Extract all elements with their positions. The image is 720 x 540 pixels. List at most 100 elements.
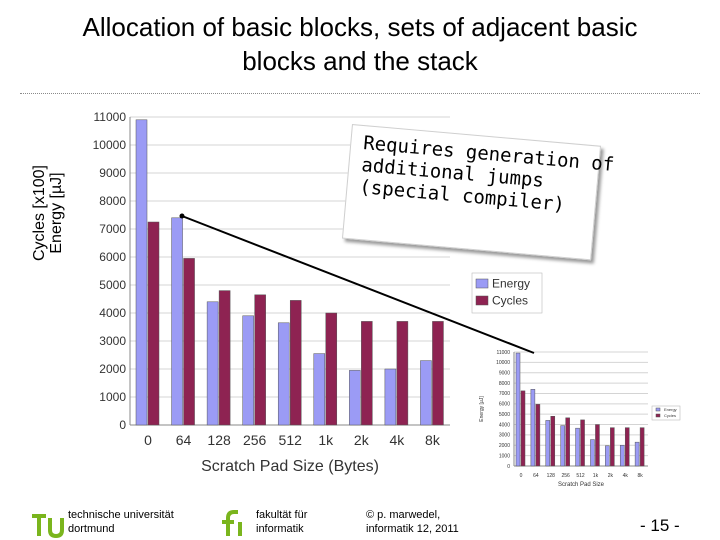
undefined-y-tick-label: 10000 bbox=[93, 138, 127, 152]
undefined-x-tick-label: 4k bbox=[623, 473, 629, 479]
undefined-bar-energy bbox=[545, 420, 551, 467]
undefined-x-tick-label: 1k bbox=[593, 473, 599, 479]
undefined-bar-cycles bbox=[361, 321, 373, 426]
undefined-y-tick-label: 9000 bbox=[99, 166, 126, 180]
undefined-y-tick-label: 5000 bbox=[499, 412, 510, 418]
undefined-bar-cycles bbox=[580, 419, 585, 467]
undefined-y-tick-label: 7000 bbox=[99, 222, 126, 236]
undefined-bar-energy bbox=[384, 368, 397, 426]
footer-copyright-line-2: informatik 12, 2011 bbox=[366, 523, 459, 535]
undefined-bar-energy bbox=[171, 217, 183, 426]
undefined-y-tick-label: 3000 bbox=[499, 433, 510, 439]
undefined-x-tick-label: 128 bbox=[547, 473, 556, 479]
tu-logo-icon bbox=[32, 514, 64, 538]
undefined-x-tick-label: 64 bbox=[533, 473, 539, 479]
undefined-legend-swatch-cycles bbox=[475, 295, 489, 306]
undefined-y-tick-label: 9000 bbox=[499, 370, 510, 376]
undefined-x-tick-label: 256 bbox=[561, 473, 570, 479]
undefined-bar-cycles bbox=[550, 416, 556, 467]
undefined-bar-cycles bbox=[624, 427, 630, 467]
inset-chart: 0 1000 2000 3000 4000 5000 6000 7000 8000 9000 100… bbox=[479, 350, 681, 488]
title-line-2: blocks and the stack bbox=[242, 46, 478, 76]
undefined-y-tick-label: 10000 bbox=[496, 360, 510, 366]
undefined-x-tick-label: 256 bbox=[243, 432, 267, 448]
footer-faculty-line-1: fakultät für bbox=[256, 509, 308, 521]
undefined-y-tick-label: 0 bbox=[507, 464, 510, 470]
undefined-x-tick-label: 2k bbox=[354, 432, 370, 448]
undefined-x-tick-label: 8k bbox=[637, 473, 643, 479]
fi-logo-icon bbox=[222, 510, 242, 536]
undefined-y-tick-label: 8000 bbox=[99, 194, 126, 208]
undefined-x-tick-label: 512 bbox=[279, 432, 303, 448]
undefined-legend-swatch-energy bbox=[655, 407, 661, 412]
undefined-y-tick-label: 11000 bbox=[496, 350, 510, 356]
undefined-bar-cycles bbox=[325, 312, 338, 426]
undefined-x-tick-label: 4k bbox=[389, 432, 405, 448]
undefined-legend-swatch-cycles bbox=[655, 413, 661, 418]
undefined-x-tick-label: 8k bbox=[425, 432, 441, 448]
undefined-y-tick-label: 1000 bbox=[499, 453, 510, 459]
undefined-bar-energy bbox=[206, 301, 219, 426]
undefined-bar-energy bbox=[530, 389, 536, 467]
undefined-bar-energy bbox=[313, 353, 326, 426]
undefined-bar-energy bbox=[420, 360, 432, 426]
undefined-bar-cycles bbox=[183, 258, 195, 426]
footer-university-line-2: dortmund bbox=[68, 523, 115, 535]
undefined-x-tick-label: 128 bbox=[207, 432, 231, 448]
undefined-y-tick-label: 3000 bbox=[99, 334, 126, 348]
footer-copyright: © p. marwedel, informatik 12, 2011 bbox=[366, 508, 459, 536]
callout-note: Requires generation of additional jumps … bbox=[341, 124, 615, 261]
undefined-bar-energy bbox=[135, 119, 148, 426]
undefined-x-tick-label: 2k bbox=[608, 473, 614, 479]
footer-university: technische universität dortmund bbox=[68, 508, 174, 536]
undefined-y-tick-label: 4000 bbox=[499, 422, 510, 428]
undefined-x-tick-label: 0 bbox=[144, 432, 152, 448]
undefined-y-tick-label: 8000 bbox=[499, 381, 510, 387]
undefined-bar-cycles bbox=[565, 417, 570, 467]
undefined-y-tick-label: 0 bbox=[119, 418, 126, 432]
undefined-bar-energy bbox=[605, 445, 610, 467]
undefined-bar-cycles bbox=[639, 427, 645, 467]
undefined-bar-cycles bbox=[289, 300, 302, 426]
undefined-bar-energy bbox=[590, 439, 595, 467]
undefined-y-axis-label: Energy [µJ] bbox=[479, 396, 485, 422]
footer-university-line-1: technische universität bbox=[68, 509, 174, 521]
undefined-bar-energy bbox=[242, 315, 254, 426]
undefined-x-tick-label: 64 bbox=[176, 432, 192, 448]
undefined-y-tick-label: 6000 bbox=[499, 402, 510, 408]
main-chart: 0 1000 2000 3000 4000 5000 6000 7000 8000 9000 100… bbox=[93, 110, 543, 475]
undefined-y-tick-label: 2000 bbox=[99, 362, 126, 376]
undefined-bar-cycles bbox=[147, 221, 160, 426]
undefined-bar-cycles bbox=[535, 404, 541, 467]
undefined-bar-energy bbox=[619, 445, 625, 467]
undefined-legend-label-energy: Energy bbox=[492, 276, 530, 290]
undefined-bar-cycles bbox=[595, 424, 600, 467]
connector-line bbox=[181, 215, 535, 354]
undefined-x-axis-label: Scratch Pad Size (Bytes) bbox=[201, 458, 379, 475]
slide-title: Allocation of basic blocks, sets of adja… bbox=[0, 10, 720, 78]
undefined-bar-cycles bbox=[520, 390, 526, 467]
undefined-bar-energy bbox=[575, 427, 580, 467]
undefined-x-tick-label: 512 bbox=[576, 473, 585, 479]
undefined-y-tick-label: 1000 bbox=[99, 390, 126, 404]
title-line-1: Allocation of basic blocks, sets of adja… bbox=[82, 12, 638, 42]
undefined-bar-energy bbox=[515, 352, 521, 467]
undefined-x-tick-label: 0 bbox=[520, 473, 523, 479]
undefined-x-axis-label: Scratch Pad Size bbox=[558, 482, 605, 488]
undefined-bar-cycles bbox=[396, 321, 409, 426]
footer-faculty: fakultät für informatik bbox=[256, 508, 307, 536]
undefined-x-tick-label: 1k bbox=[318, 432, 334, 448]
undefined-y-tick-label: 6000 bbox=[99, 250, 126, 264]
undefined-legend-swatch-energy bbox=[475, 278, 489, 289]
undefined-y-tick-label: 2000 bbox=[499, 443, 510, 449]
undefined-y-tick-label: 5000 bbox=[99, 278, 126, 292]
title-divider bbox=[20, 93, 700, 94]
undefined-bar-cycles bbox=[610, 427, 615, 467]
connector-start-dot bbox=[179, 213, 185, 219]
undefined-legend-label-cycles: Cycles bbox=[664, 413, 676, 418]
undefined-legend-label-energy: Energy bbox=[664, 407, 677, 412]
footer-faculty-line-2: informatik bbox=[256, 523, 304, 535]
page-number: - 15 - bbox=[640, 516, 680, 535]
undefined-y-tick-label: 4000 bbox=[99, 306, 126, 320]
